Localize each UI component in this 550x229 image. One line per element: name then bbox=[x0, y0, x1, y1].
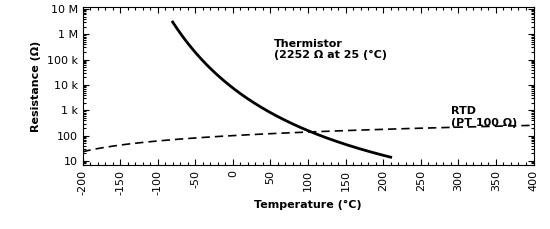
Text: RTD
(PT 100 Ω): RTD (PT 100 Ω) bbox=[451, 106, 517, 128]
Y-axis label: Resistance (Ω): Resistance (Ω) bbox=[31, 40, 41, 131]
X-axis label: Temperature (°C): Temperature (°C) bbox=[254, 200, 362, 210]
Text: Thermistor
(2252 Ω at 25 (°C): Thermistor (2252 Ω at 25 (°C) bbox=[274, 39, 387, 60]
